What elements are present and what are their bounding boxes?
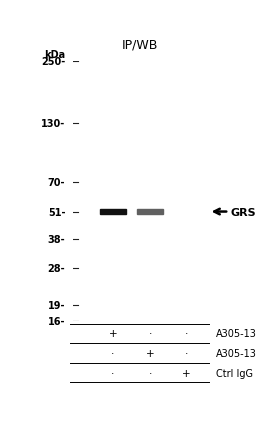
- Text: Ctrl IgG: Ctrl IgG: [216, 368, 253, 378]
- Text: IP/WB: IP/WB: [121, 38, 158, 51]
- Bar: [100, 209, 126, 215]
- Text: +: +: [109, 328, 117, 339]
- Text: 70-: 70-: [48, 177, 65, 187]
- Text: ·: ·: [184, 328, 188, 339]
- Bar: [137, 209, 164, 215]
- Text: A305-137A: A305-137A: [216, 348, 256, 358]
- Text: kDa: kDa: [44, 50, 65, 60]
- Text: 28-: 28-: [48, 264, 65, 274]
- Text: ·: ·: [148, 368, 152, 378]
- Text: ·: ·: [111, 348, 115, 358]
- Text: 130-: 130-: [41, 118, 65, 129]
- Text: +: +: [182, 368, 190, 378]
- Text: 51-: 51-: [48, 207, 65, 217]
- Text: A305-136A: A305-136A: [216, 328, 256, 339]
- Text: +: +: [146, 348, 154, 358]
- Text: 19-: 19-: [48, 300, 65, 311]
- Text: 16-: 16-: [48, 317, 65, 327]
- Text: ·: ·: [111, 368, 115, 378]
- Text: ·: ·: [184, 348, 188, 358]
- Text: 250-: 250-: [41, 57, 65, 67]
- Text: GRSF1: GRSF1: [230, 207, 256, 217]
- Text: ·: ·: [148, 328, 152, 339]
- Text: 38-: 38-: [48, 235, 65, 245]
